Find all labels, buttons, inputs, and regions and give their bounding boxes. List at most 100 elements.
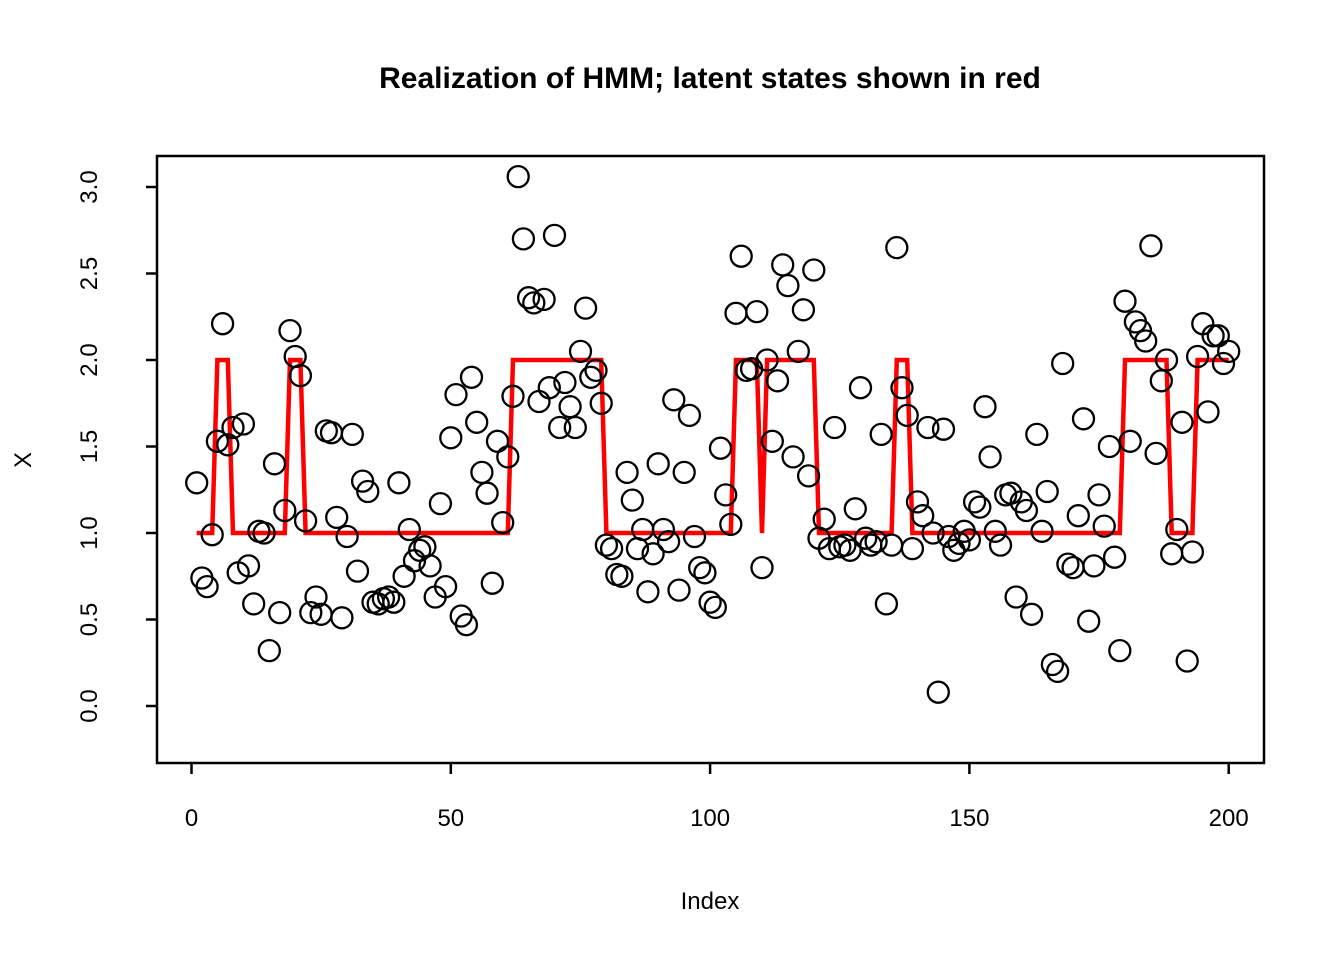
data-point [1180,540,1205,564]
data-point [345,559,370,583]
data-point [516,286,541,310]
data-point [765,369,790,393]
x-tick-label: 100 [690,805,730,832]
data-point [651,517,676,542]
data-point [589,391,613,415]
data-point [1056,552,1080,576]
data-point [527,389,551,414]
data-point [532,287,556,312]
x-tick-label: 200 [1209,805,1249,832]
data-point [221,415,245,440]
data-point [1040,652,1065,677]
data-point [1134,329,1158,353]
data-point [1014,498,1039,523]
data-point [688,555,712,580]
y-axis-title: X [10,452,37,468]
data-point [548,415,572,440]
data-point [760,429,784,453]
data-point [382,590,406,614]
data-point [672,460,696,485]
data-point [216,433,240,457]
data-point [304,585,328,609]
data-point [854,526,878,550]
data-point [262,452,287,476]
data-point [1097,434,1122,459]
data-point [413,535,437,559]
data-point [1077,609,1101,633]
data-point [236,554,261,578]
data-point [485,429,510,453]
data-point [1144,441,1168,466]
data-point [553,370,577,395]
data-point [848,376,873,400]
data-point [511,227,536,251]
data-point [257,638,281,663]
data-point [620,488,644,512]
data-point [283,344,307,369]
y-tick-label: 1.0 [76,516,103,549]
data-point [988,533,1013,557]
data-point [584,358,608,383]
data-point [1102,545,1127,569]
data-point [491,510,515,535]
data-point [714,483,738,507]
data-point [568,339,593,364]
data-point [278,318,302,343]
data-point [537,376,561,400]
y-tick-label: 0.5 [76,603,103,636]
data-point [781,445,805,469]
data-point [594,533,619,557]
data-point [392,564,416,588]
y-tick-label: 0.0 [76,689,103,722]
data-point [195,574,219,599]
data-point [698,590,722,614]
data-point [252,521,276,545]
data-point [957,528,982,552]
data-point [579,365,603,389]
data-point [1217,339,1241,364]
data-point [350,469,375,493]
data-point [1154,348,1179,372]
data-point [776,273,800,298]
data-point [330,606,354,630]
latent-state-line [196,357,1229,536]
data-point [703,595,727,620]
data-point [1051,351,1075,376]
data-point [1035,479,1059,504]
data-point [677,403,702,428]
data-point [273,498,297,523]
data-point [1175,649,1199,673]
data-point [1211,351,1236,376]
data-point [905,490,930,514]
data-point [708,436,733,460]
data-point [667,578,691,602]
data-point [293,509,318,533]
data-point [968,495,992,519]
data-point [496,445,520,469]
data-point [288,363,313,388]
data-point [895,403,919,428]
data-point [864,529,888,554]
data-point [1092,514,1116,538]
data-point [506,164,530,189]
data-point [325,505,349,530]
data-point [973,395,997,419]
data-point [1087,483,1111,507]
data-point [1066,504,1090,528]
y-tick-label: 2.0 [76,343,103,376]
data-point [185,471,209,495]
data-point [444,382,468,407]
data-point [646,452,670,476]
data-point [1082,554,1106,578]
data-point [926,680,950,704]
data-point [641,542,665,566]
data-point [662,388,686,412]
data-point [942,538,966,562]
y-axis-ticks: 0.0 0.5 1.0 1.5 2.0 2.5 3.0 [76,170,157,723]
data-point [656,529,681,554]
latent-state-line-group [196,357,1229,536]
data-point [1185,344,1210,369]
data-point [879,533,904,557]
